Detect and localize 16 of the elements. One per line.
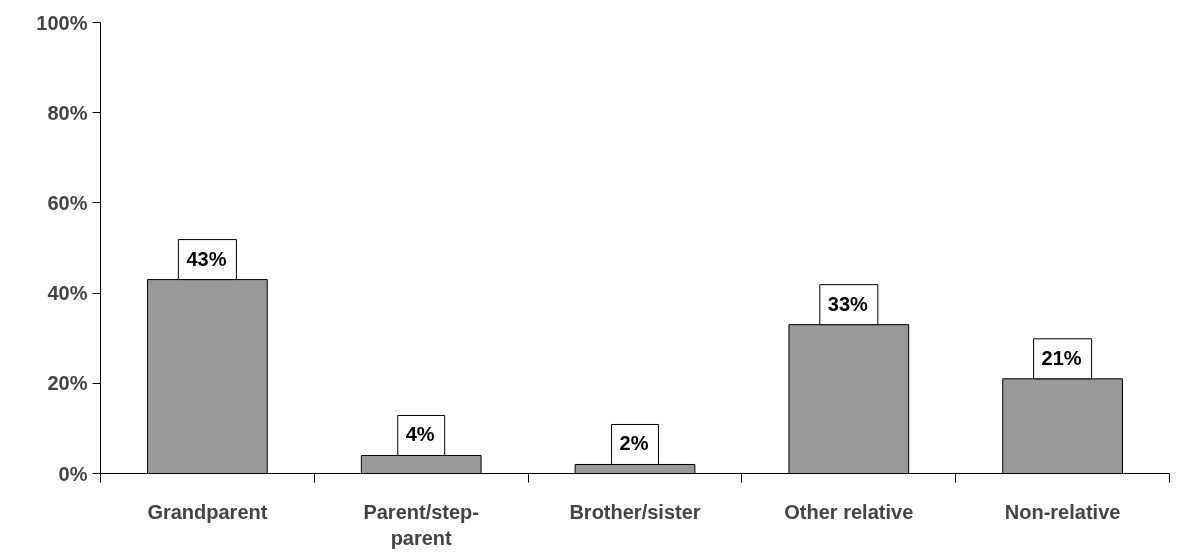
y-tick-label: 40%	[47, 282, 88, 305]
data-label: 43%	[186, 247, 227, 270]
data-label: 4%	[405, 423, 435, 446]
data-label: 2%	[619, 432, 649, 455]
x-tick-label: Brother/sister	[569, 500, 701, 523]
x-tick-label: Parent/step-parent	[363, 500, 479, 549]
y-tick-label: 60%	[47, 191, 88, 214]
y-tick-label: 0%	[58, 462, 88, 485]
data-label: 33%	[827, 292, 869, 315]
y-tick-label: 100%	[36, 11, 88, 34]
x-tick-label: Non-relative	[1004, 500, 1121, 523]
y-tick-label: 20%	[47, 372, 88, 395]
x-tick-label: Grandparent	[147, 500, 268, 523]
x-tick-label: Other relative	[784, 500, 914, 523]
y-tick-label: 80%	[47, 101, 88, 124]
data-label: 21%	[1041, 346, 1082, 369]
